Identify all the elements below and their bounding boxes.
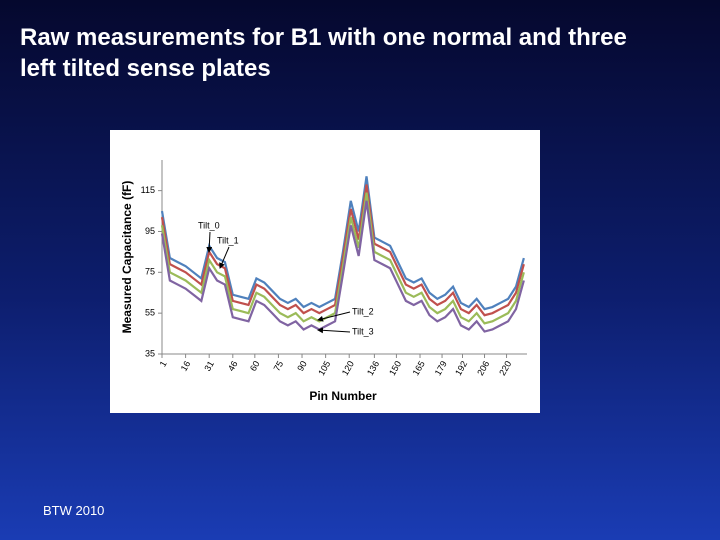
annotation: Tilt_1 [217, 235, 239, 245]
y-tick-label: 35 [145, 348, 155, 358]
slide-title: Raw measurements for B1 with one normal … [20, 24, 627, 82]
footer: BTW 2010 [43, 503, 105, 518]
y-tick-label: 115 [141, 185, 155, 195]
series-line [160, 200, 525, 333]
x-tick-label: 90 [295, 359, 309, 373]
x-tick-label: 46 [226, 359, 240, 373]
annotation: Tilt_0 [198, 220, 220, 230]
x-tick-label: 31 [202, 359, 216, 373]
y-axis-title: Measured Capacitance (fF) [120, 181, 134, 334]
series-line [160, 192, 525, 325]
x-tick-label: 75 [272, 359, 286, 373]
annotation-arrow [206, 231, 213, 253]
annotation-arrow [317, 311, 351, 322]
annotation-arrow [317, 327, 351, 334]
annotation: Tilt_2 [352, 306, 374, 316]
x-tick-label: 60 [248, 359, 262, 373]
y-tick-label: 95 [145, 226, 155, 236]
x-tick-label: 1 [158, 359, 169, 368]
x-axis-title: Pin Number [309, 389, 377, 403]
annotation: Tilt_3 [352, 326, 374, 336]
y-tick-label: 75 [145, 267, 155, 277]
x-tick-label: 16 [179, 359, 193, 373]
annotation-arrow [219, 246, 230, 269]
y-tick-label: 55 [145, 308, 155, 318]
